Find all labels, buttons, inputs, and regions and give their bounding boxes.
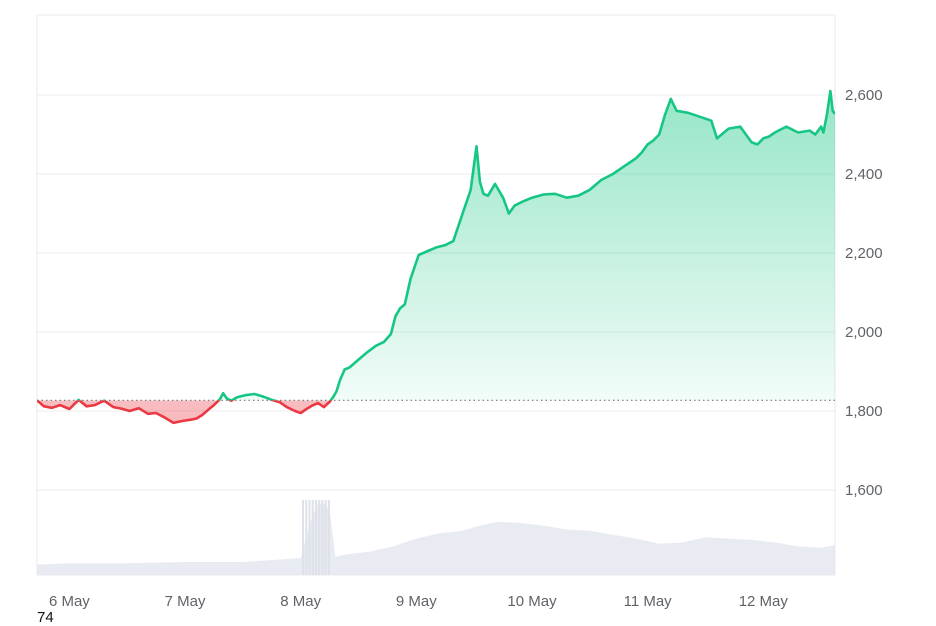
x-tick-label: 7 May — [165, 593, 206, 610]
x-axis-labels: 6 May 7 May 8 May 9 May 10 May 11 May 12 May — [49, 593, 788, 610]
y-tick-label: 2,200 — [845, 245, 883, 262]
y-axis-labels: 1,600 1,800 2,000 2,200 2,400 2,600 — [845, 87, 883, 499]
volume-area — [37, 504, 835, 576]
x-tick-label: 6 May — [49, 593, 90, 610]
x-tick-label: 8 May — [280, 593, 321, 610]
x-tick-label: 9 May — [396, 593, 437, 610]
y-tick-label: 2,600 — [845, 87, 883, 104]
x-tick-label: 12 May — [739, 593, 789, 610]
x-tick-label: 11 May — [624, 593, 673, 610]
volume-bars — [37, 500, 835, 575]
corner-label: 74 — [37, 609, 54, 626]
area-above-baseline — [37, 91, 835, 423]
y-tick-label: 1,600 — [845, 482, 883, 499]
y-tick-label: 2,000 — [845, 324, 883, 341]
y-tick-label: 1,800 — [845, 403, 883, 420]
y-tick-label: 2,400 — [845, 166, 883, 183]
x-tick-label: 10 May — [507, 593, 557, 610]
price-area — [37, 91, 835, 423]
